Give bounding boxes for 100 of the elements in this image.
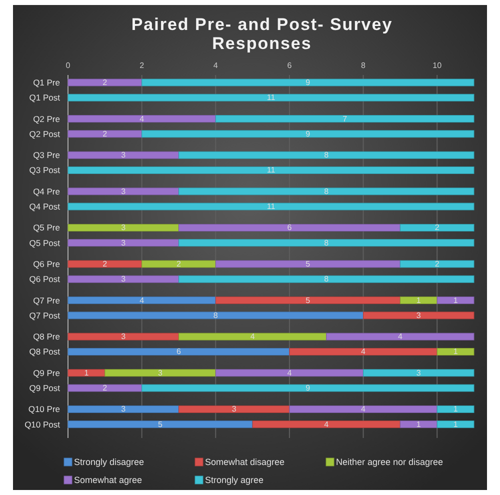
x-tick-label: 10 [432,61,442,70]
data-label: 3 [416,368,422,378]
bar [178,224,400,232]
data-label: 3 [121,404,126,414]
bar [215,296,400,304]
bar [400,224,474,232]
legend-label: Neither agree nor disagree [336,457,444,467]
y-tick-label: Q9 Pre [33,368,60,378]
bar [178,332,327,340]
bar [215,115,474,123]
data-label: 3 [121,223,126,232]
data-label: 2 [434,223,440,232]
data-label: 5 [306,296,311,305]
data-label: 1 [453,296,458,305]
data-label: 1 [453,347,458,356]
data-label: 8 [324,274,330,284]
data-label: 4 [361,347,366,356]
y-tick-label: Q5 Post [29,238,61,248]
data-label: 3 [121,274,126,284]
y-tick-label: Q1 Post [29,92,61,103]
bar [68,312,364,320]
bar [436,296,474,304]
bar [400,260,474,268]
bar [215,260,400,268]
data-label: 7 [342,114,348,124]
data-label: 2 [176,260,182,268]
data-label: 3 [232,404,237,414]
data-label: 4 [250,332,256,342]
bar [178,405,290,413]
y-tick-label: Q4 Pre [33,186,60,196]
x-tick-label: 4 [213,61,218,70]
bar [104,369,216,377]
data-label: 9 [306,384,311,393]
data-label: 2 [434,260,440,268]
x-tick-label: 6 [287,61,292,70]
bar [68,369,106,377]
data-label: 3 [121,332,126,342]
bar [68,348,290,356]
bar [326,332,474,340]
data-label: 8 [324,238,330,248]
data-label: 1 [416,420,422,429]
y-tick-label: Q2 Pre [33,114,60,124]
bar [400,296,438,304]
y-tick-label: Q10 Pre [28,404,60,414]
chart-title: Paired Pre- and Post- Survey Responses [131,15,393,53]
data-label: 11 [266,93,276,102]
data-label: 2 [102,78,108,87]
x-tick-label: 8 [361,61,366,70]
data-label: 4 [140,114,145,124]
bar [68,224,179,232]
data-label: 2 [102,260,108,268]
bar [68,260,142,268]
bar [142,78,474,86]
data-label: 4 [324,420,330,429]
data-label: 8 [213,310,218,320]
data-label: 5 [306,260,311,268]
data-label: 4 [398,332,403,342]
data-label: 6 [176,347,182,356]
data-label: 3 [158,368,164,378]
y-tick-label: Q2 Post [29,128,61,139]
data-label: 3 [121,238,126,248]
data-label: 8 [324,186,330,196]
y-tick-label: Q6 Pre [33,259,60,269]
y-tick-label: Q6 Post [29,274,61,284]
y-tick-label: Q8 Pre [33,332,60,342]
data-label: 9 [306,78,311,87]
data-label: 1 [416,296,422,305]
y-tick-label: Q7 Post [29,310,61,320]
data-label: 2 [102,384,108,393]
bar [178,151,474,159]
y-tick-label: Q7 Pre [33,295,60,306]
bar [289,405,438,413]
data-label: 4 [140,296,145,305]
y-tick-label: Q4 Post [29,202,61,212]
bar [68,151,179,159]
bar [363,369,474,377]
data-label: 3 [121,150,126,160]
legend-label: Somewhat agree [74,475,142,485]
y-tick-label: Q10 Post [24,419,61,430]
bar [215,369,364,377]
y-tick-label: Q5 Pre [33,222,60,233]
data-label: 4 [287,368,292,378]
data-label: 11 [266,202,276,212]
data-label: 8 [324,150,330,160]
y-tick-label: Q8 Post [29,346,61,357]
bar [142,260,216,268]
data-label: 3 [121,186,126,196]
bar [68,188,179,196]
bar [68,332,179,340]
data-label: 4 [361,404,366,414]
data-label: 1 [453,420,458,429]
data-label: 5 [158,420,164,429]
data-label: 1 [453,404,458,414]
bar [68,78,142,86]
data-label: 6 [287,223,292,232]
x-tick-label: 0 [66,61,71,70]
legend-label: Strongly disagree [74,457,144,467]
y-tick-label: Q3 Pre [33,150,60,160]
bar [178,188,474,196]
bar [436,405,474,413]
